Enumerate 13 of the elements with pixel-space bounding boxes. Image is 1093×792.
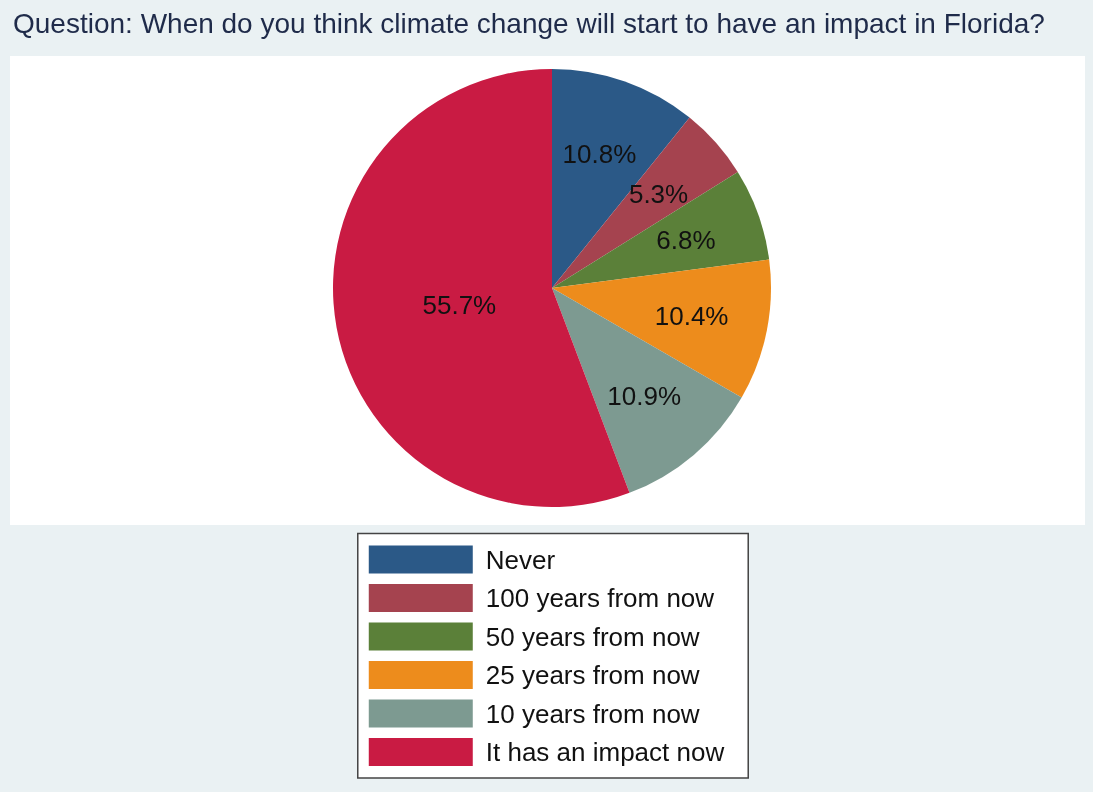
legend-label: 100 years from now	[485, 583, 715, 613]
legend-label: Never	[485, 544, 556, 575]
legend-label: 50 years from now	[485, 621, 700, 652]
data-label: 10.8%	[562, 138, 637, 169]
legend-label: 25 years from now	[485, 660, 700, 690]
data-label: 10.9%	[607, 381, 682, 412]
data-label: 10.4%	[654, 300, 729, 331]
data-label: 5.3%	[628, 178, 689, 209]
legend-label: 10 years from now	[485, 698, 700, 729]
data-label: 6.8%	[656, 224, 716, 255]
chart-title: Question: When do you think climate change will start to have an impact in Florida?	[13, 7, 1045, 39]
data-label: 55.7%	[422, 289, 497, 320]
legend-label: It has an impact now	[485, 737, 725, 767]
